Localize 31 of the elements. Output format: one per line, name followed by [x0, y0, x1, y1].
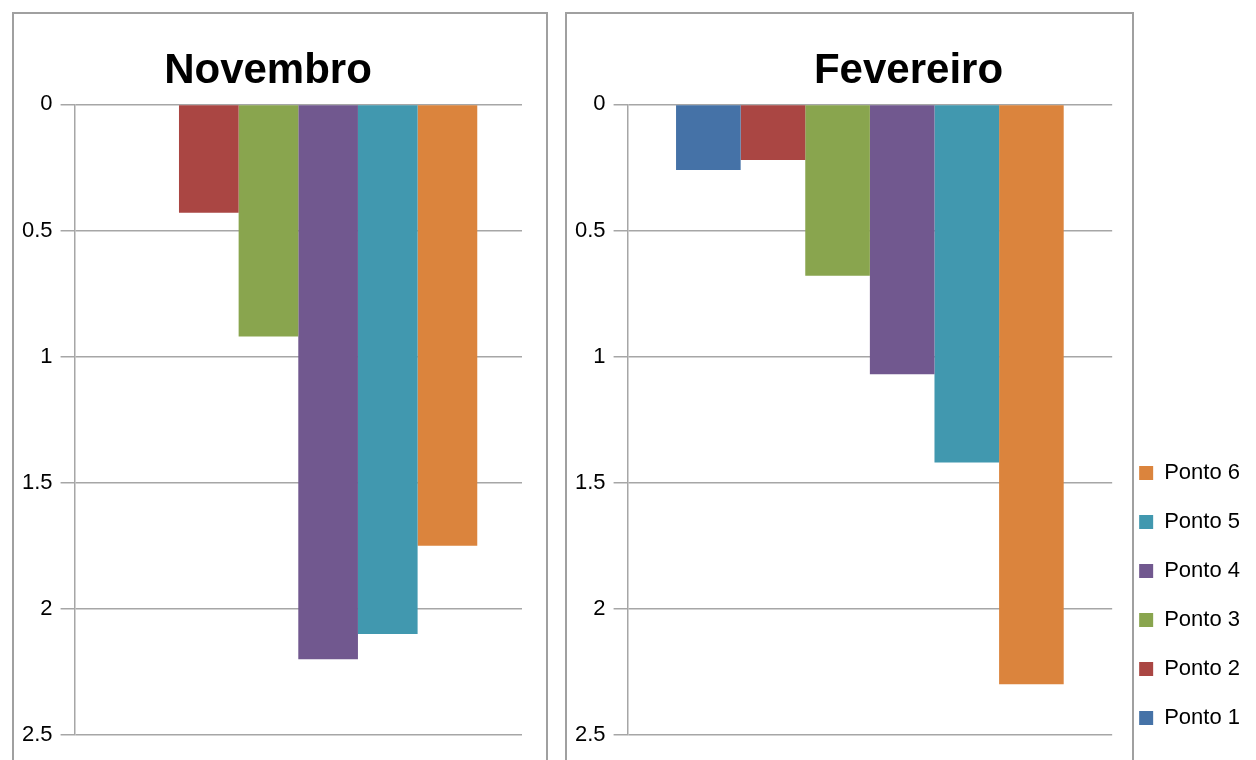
y-tick-label: 0 — [593, 90, 606, 116]
legend-label: Ponto 4 — [1164, 557, 1240, 583]
chart-title: Fevereiro — [813, 44, 1004, 92]
y-tick-label: 2 — [593, 594, 606, 620]
y-tick-label: 0.5 — [574, 216, 606, 242]
bar — [934, 105, 1000, 463]
chart-title: Novembro — [164, 44, 372, 92]
legend-label: Ponto 2 — [1164, 655, 1240, 681]
y-tick-label: 0.5 — [21, 216, 53, 242]
y-tick-label: 1.5 — [21, 468, 53, 494]
bar — [298, 105, 358, 660]
y-tick-label: 1 — [40, 342, 53, 368]
bar — [238, 105, 299, 337]
legend-label: Ponto 1 — [1164, 704, 1240, 730]
legend-label: Ponto 3 — [1164, 606, 1240, 632]
y-tick-label: 2.5 — [574, 720, 606, 746]
y-tick-label: 1.5 — [574, 468, 606, 494]
legend-label: Ponto 6 — [1164, 459, 1240, 485]
bar — [357, 105, 418, 634]
bar — [999, 105, 1064, 685]
bar — [805, 105, 870, 276]
y-tick-label: 2 — [40, 594, 53, 620]
bar — [178, 105, 239, 213]
legend-label: Ponto 5 — [1164, 508, 1240, 534]
bar — [417, 105, 478, 546]
bar — [740, 105, 806, 160]
y-tick-label: 1 — [593, 342, 606, 368]
y-tick-label: 0 — [40, 90, 53, 116]
bar — [869, 105, 935, 375]
y-tick-label: 2.5 — [21, 720, 53, 746]
bar — [676, 105, 741, 170]
